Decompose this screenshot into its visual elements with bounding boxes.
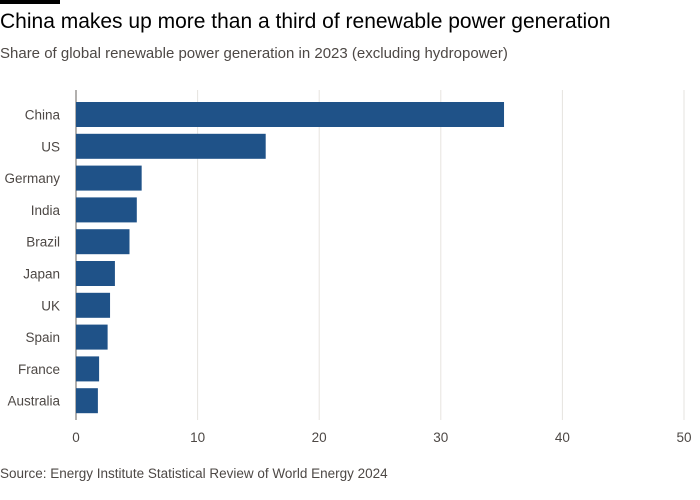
- x-tick-label-50: 50: [676, 430, 691, 445]
- bar-brazil: [76, 229, 130, 255]
- bar-india: [76, 197, 137, 223]
- category-label-japan: Japan: [23, 267, 60, 282]
- category-label-germany: Germany: [4, 171, 60, 186]
- category-label-india: India: [31, 203, 61, 218]
- bar-australia: [76, 388, 98, 414]
- category-labels: China US Germany India Brazil Japan UK Spain Fra…: [4, 108, 60, 409]
- source-note: Source: Energy Institute Statistical Rev…: [0, 466, 388, 481]
- bar-france: [76, 356, 100, 382]
- chart-subtitle: Share of global renewable power generati…: [0, 45, 508, 62]
- x-tick-label-40: 40: [555, 430, 570, 445]
- chart-title: China makes up more than a third of rene…: [0, 10, 611, 33]
- x-tick-label-30: 30: [433, 430, 448, 445]
- bars: [76, 102, 505, 414]
- category-label-france: France: [18, 362, 60, 377]
- category-label-uk: UK: [41, 298, 60, 313]
- bar-japan: [76, 261, 115, 286]
- category-label-spain: Spain: [25, 330, 60, 345]
- category-label-us: US: [41, 139, 60, 154]
- x-axis-tick-labels: 0 10 20 30 40 50: [72, 430, 691, 445]
- category-label-china: China: [25, 108, 61, 123]
- category-label-brazil: Brazil: [26, 235, 60, 250]
- x-tick-label-20: 20: [312, 430, 327, 445]
- bar-uk: [76, 292, 111, 318]
- bar-us: [76, 133, 266, 159]
- bar-germany: [76, 165, 142, 191]
- bar-chart: China US Germany India Brazil Japan UK Spain Fra…: [4, 90, 692, 445]
- category-label-australia: Australia: [7, 394, 60, 409]
- bar-china: [76, 102, 505, 127]
- bar-spain: [76, 324, 108, 350]
- x-tick-label-0: 0: [72, 430, 80, 445]
- x-tick-label-10: 10: [190, 430, 205, 445]
- brand-bar: [0, 0, 60, 4]
